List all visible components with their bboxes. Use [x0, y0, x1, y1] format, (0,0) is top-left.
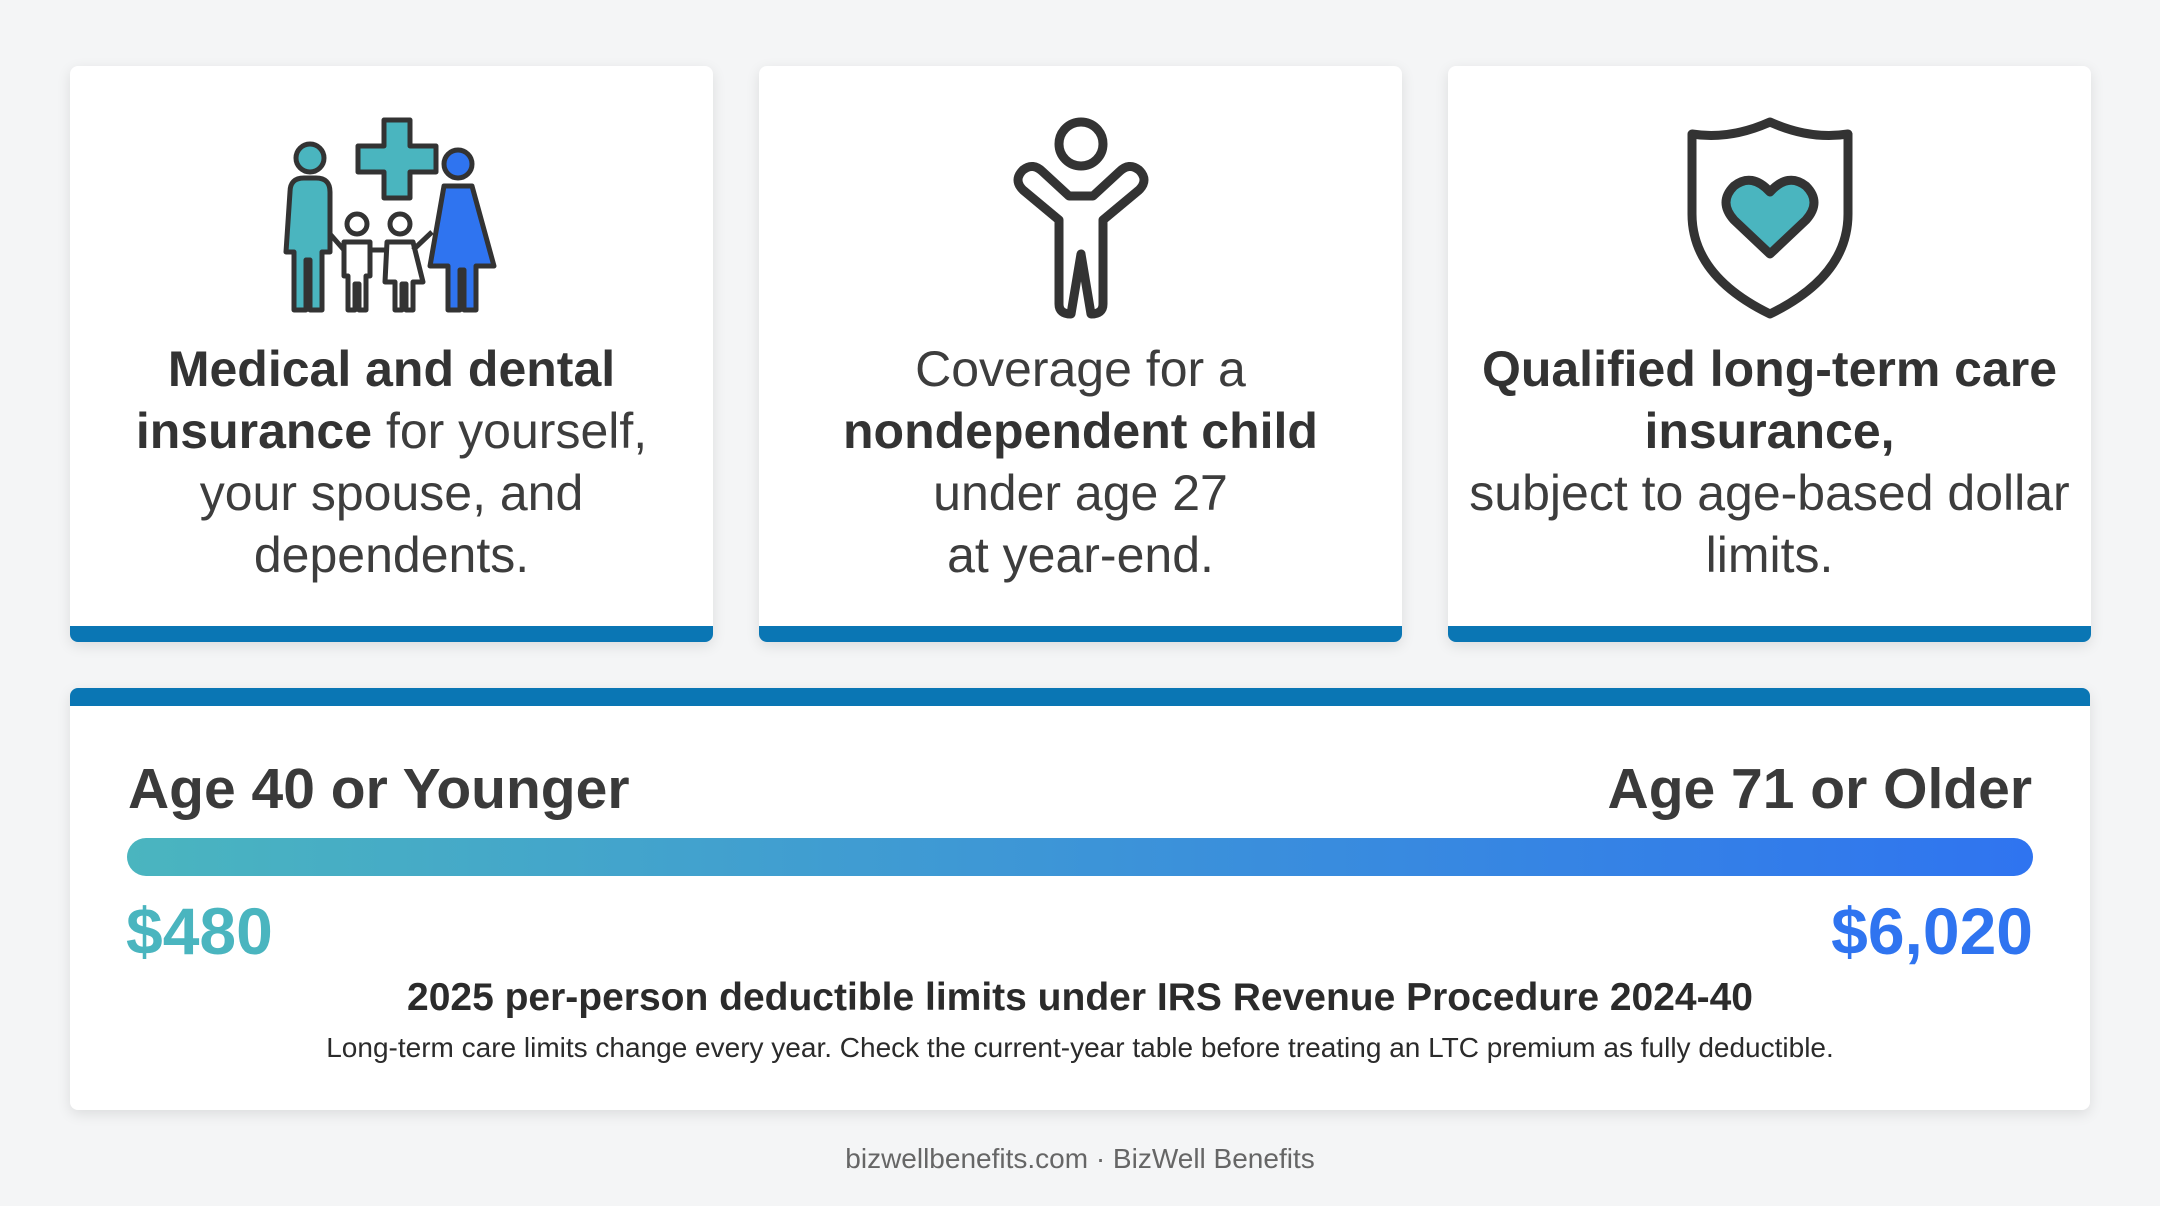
card-text: Medical and dental insurance for yoursel…: [90, 338, 693, 586]
card-bold-text: nondependent child: [843, 403, 1318, 459]
card-accent-bar: [1448, 626, 2091, 642]
card-text: Qualified long-term care insurance, subj…: [1468, 338, 2071, 586]
card-body-text: for yourself, your spouse, and dependent…: [199, 403, 648, 583]
range-note: Long-term care limits change every year.…: [326, 1032, 1834, 1063]
panel-accent-bar: [70, 688, 2090, 706]
card-accent-bar: [759, 626, 1402, 642]
shield-heart-icon: [1687, 117, 1852, 319]
family-medical-icon: [283, 117, 496, 313]
card-long-term-care: Qualified long-term care insurance, subj…: [1448, 66, 2091, 642]
deductible-range-panel: Age 40 or Younger Age 71 or Older $480 $…: [70, 688, 2090, 1110]
card-text: Coverage for a nondependent child under …: [779, 338, 1382, 586]
card-body-text: subject to age-based dollar limits.: [1469, 465, 2070, 583]
range-caption: 2025 per-person deductible limits under …: [407, 976, 1753, 1019]
min-age-label: Age 40 or Younger: [128, 757, 630, 821]
card-bold-text: Medical and dental insurance: [135, 341, 616, 459]
card-body-text: at year-end.: [947, 527, 1214, 583]
card-medical-dental: Medical and dental insurance for yoursel…: [70, 66, 713, 642]
gradient-range-bar: [127, 838, 2033, 876]
card-accent-bar: [70, 626, 713, 642]
card-body-text: Coverage for a: [915, 341, 1246, 397]
card-body-text: under age 27: [933, 465, 1228, 521]
max-amount: $6,020: [1831, 894, 2033, 968]
min-amount: $480: [126, 894, 273, 968]
child-icon: [1013, 117, 1148, 319]
footer-credit: bizwellbenefits.com · BizWell Benefits: [845, 1143, 1315, 1174]
card-nondependent-child: Coverage for a nondependent child under …: [759, 66, 1402, 642]
card-bold-text: Qualified long-term care insurance,: [1481, 341, 2058, 459]
max-age-label: Age 71 or Older: [1607, 757, 2032, 821]
